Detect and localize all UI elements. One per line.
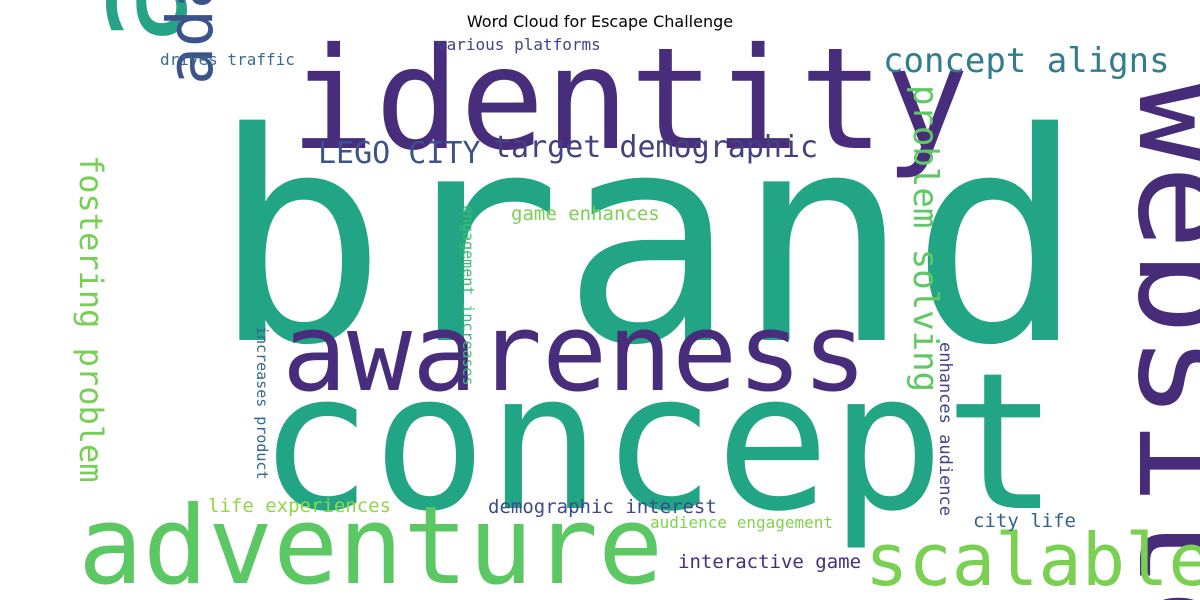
word-brand: brand: [212, 72, 1085, 409]
word-identity: identity: [290, 18, 969, 182]
word-website: website: [1106, 80, 1200, 600]
word-demographic-interest: demographic interest: [488, 496, 717, 518]
word-various-platforms: various platforms: [437, 35, 601, 54]
word-city-life: city life: [973, 510, 1076, 532]
word-increases-product: increases product: [253, 326, 271, 480]
word-interactive-game: interactive game: [678, 551, 861, 573]
word-fostering-problem: fostering problem: [72, 155, 110, 483]
word-problem-solving: problem solving: [905, 85, 945, 392]
word-concept: concept: [258, 332, 1059, 553]
word-drives-traffic: drives traffic: [160, 50, 295, 69]
word-target-demographic: target demographic: [493, 130, 818, 165]
word-adventure: adventure: [78, 484, 663, 600]
word-life-experiences: life experiences: [208, 495, 391, 517]
word-game-enhances: game enhances: [511, 203, 660, 225]
word-awareness: awareness: [282, 291, 867, 416]
word-enhances-audience: enhances audience: [935, 342, 955, 516]
word-appeals: appeals: [55, 0, 219, 45]
word-engagement-increases: engagement increases: [459, 205, 477, 386]
word-audience-engagement: audience engagement: [650, 513, 833, 532]
word-scalable: scalable: [865, 518, 1200, 600]
word-lego-city: LEGO CITY: [318, 136, 481, 171]
chart-title: Word Cloud for Escape Challenge: [466, 12, 734, 31]
word-adapted: adapted: [154, 0, 227, 85]
word-concept-aligns: concept aligns: [883, 41, 1170, 81]
